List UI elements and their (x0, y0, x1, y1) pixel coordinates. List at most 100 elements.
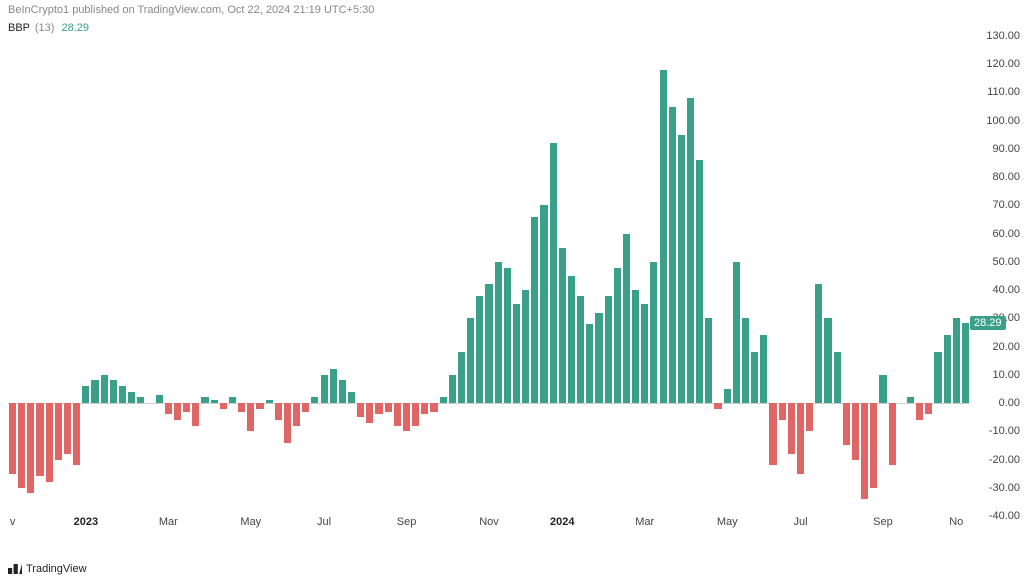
bar (623, 234, 630, 403)
y-tick: -40.00 (972, 510, 1020, 522)
bar (632, 290, 639, 403)
bar (330, 369, 337, 403)
y-tick: 50.00 (972, 256, 1020, 268)
x-tick: Jul (317, 516, 331, 528)
bar (962, 323, 969, 403)
bar (531, 217, 538, 403)
bar (733, 262, 740, 403)
bar (742, 318, 749, 403)
bar (403, 403, 410, 431)
x-tick: Mar (159, 516, 178, 528)
x-tick: v (10, 516, 16, 528)
y-tick: 70.00 (972, 199, 1020, 211)
bar (815, 284, 822, 403)
x-tick: Sep (873, 516, 893, 528)
indicator-value: 28.29 (62, 22, 90, 34)
y-tick: 130.00 (972, 30, 1020, 42)
y-tick: -20.00 (972, 454, 1020, 466)
indicator-readout: BBP (13) 28.29 (8, 22, 89, 34)
bar (174, 403, 181, 420)
bar (724, 389, 731, 403)
bar (302, 403, 309, 411)
bar (769, 403, 776, 465)
bar (293, 403, 300, 426)
x-tick: May (240, 516, 261, 528)
bar (64, 403, 71, 454)
bar (797, 403, 804, 474)
y-tick: 0.00 (972, 397, 1020, 409)
bar (119, 386, 126, 403)
y-tick: 40.00 (972, 284, 1020, 296)
bar (256, 403, 263, 409)
bar (183, 403, 190, 411)
y-tick: -10.00 (972, 425, 1020, 437)
bar (73, 403, 80, 465)
bar (458, 352, 465, 403)
bar (504, 268, 511, 404)
y-tick: 60.00 (972, 228, 1020, 240)
bar (586, 324, 593, 403)
bar (128, 392, 135, 403)
bar (348, 392, 355, 403)
bar (824, 318, 831, 403)
bar (944, 335, 951, 403)
y-tick: -30.00 (972, 482, 1020, 494)
bar (440, 397, 447, 403)
bar (714, 403, 721, 409)
bar (36, 403, 43, 476)
y-tick: 100.00 (972, 115, 1020, 127)
bar (577, 296, 584, 403)
bar (165, 403, 172, 414)
bar (595, 313, 602, 403)
bar (485, 284, 492, 403)
bar (540, 205, 547, 403)
bar (806, 403, 813, 431)
bar (559, 248, 566, 403)
bar (934, 352, 941, 403)
tradingview-logo-icon (8, 564, 22, 574)
bar (366, 403, 373, 423)
bar (91, 380, 98, 403)
bar (375, 403, 382, 414)
x-tick: No (949, 516, 963, 528)
bar (476, 296, 483, 403)
y-tick: 90.00 (972, 143, 1020, 155)
bar (513, 304, 520, 403)
x-axis: v2023MarMayJulSepNov2024MarMayJulSepNo (8, 516, 970, 534)
current-value-pill: 28.29 (970, 316, 1006, 330)
x-tick: Mar (635, 516, 654, 528)
bar (229, 397, 236, 403)
bar (430, 403, 437, 411)
bar (321, 375, 328, 403)
bar (220, 403, 227, 409)
x-tick: Sep (397, 516, 417, 528)
bar (311, 397, 318, 403)
publish-info: BeInCrypto1 published on TradingView.com… (8, 4, 374, 16)
bar (55, 403, 62, 459)
bar (467, 318, 474, 403)
bar (953, 318, 960, 403)
tradingview-brand: TradingView (26, 563, 87, 575)
bar (687, 98, 694, 403)
bar (9, 403, 16, 474)
bar (925, 403, 932, 414)
bar (760, 335, 767, 403)
zero-baseline (8, 403, 970, 404)
bar (522, 290, 529, 403)
y-tick: 10.00 (972, 369, 1020, 381)
bar (27, 403, 34, 493)
bar (550, 143, 557, 403)
y-tick: 80.00 (972, 171, 1020, 183)
chart-plot-area[interactable] (8, 36, 970, 516)
bar (211, 400, 218, 403)
bar (705, 318, 712, 403)
x-tick: 2024 (550, 516, 574, 528)
bar (751, 352, 758, 403)
bar (46, 403, 53, 482)
bar (82, 386, 89, 403)
bar (449, 375, 456, 403)
bar (412, 403, 419, 426)
x-tick: 2023 (74, 516, 98, 528)
bar (641, 304, 648, 403)
bar (156, 395, 163, 403)
